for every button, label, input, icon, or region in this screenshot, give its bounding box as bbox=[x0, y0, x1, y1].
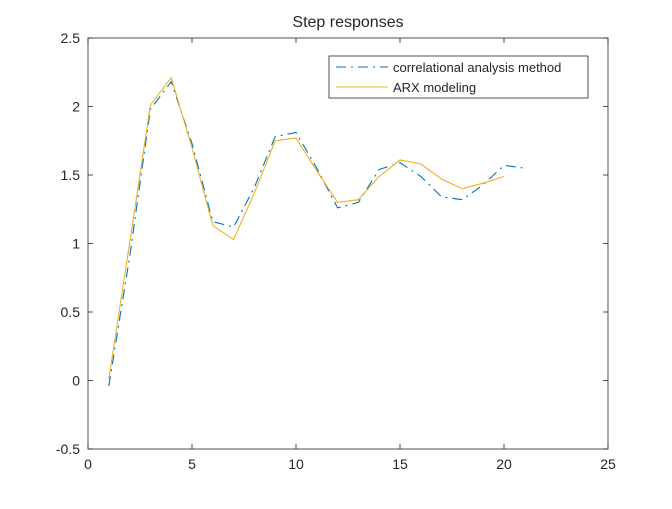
x-tick-label: 5 bbox=[188, 456, 196, 472]
y-axis: -0.5 0 0.5 1 1.5 2 2.5 bbox=[56, 30, 608, 457]
y-tick-label: 2.5 bbox=[61, 30, 81, 46]
x-tick-label: 15 bbox=[392, 456, 408, 472]
legend: correlational analysis method ARX modeli… bbox=[328, 55, 589, 99]
legend-label-arx: ARX modeling bbox=[393, 80, 476, 95]
series-line-arx bbox=[108, 76, 505, 380]
x-axis: 0 5 10 15 20 25 bbox=[84, 38, 616, 472]
x-tick-label: 10 bbox=[288, 456, 304, 472]
y-tick-label: 2 bbox=[72, 99, 80, 115]
y-tick-label: -0.5 bbox=[56, 441, 80, 457]
legend-label-correlational: correlational analysis method bbox=[393, 60, 561, 75]
x-tick-label: 25 bbox=[600, 456, 616, 472]
y-tick-label: 1 bbox=[72, 236, 80, 252]
chart-title: Step responses bbox=[292, 14, 403, 31]
axes-background bbox=[88, 38, 608, 449]
y-tick-label: 0.5 bbox=[61, 304, 81, 320]
x-tick-label: 0 bbox=[84, 456, 92, 472]
series-layer bbox=[108, 76, 525, 387]
x-tick-label: 20 bbox=[496, 456, 512, 472]
legend-box bbox=[328, 55, 589, 99]
y-tick-label: 1.5 bbox=[61, 167, 81, 183]
y-tick-label: 0 bbox=[72, 373, 80, 389]
